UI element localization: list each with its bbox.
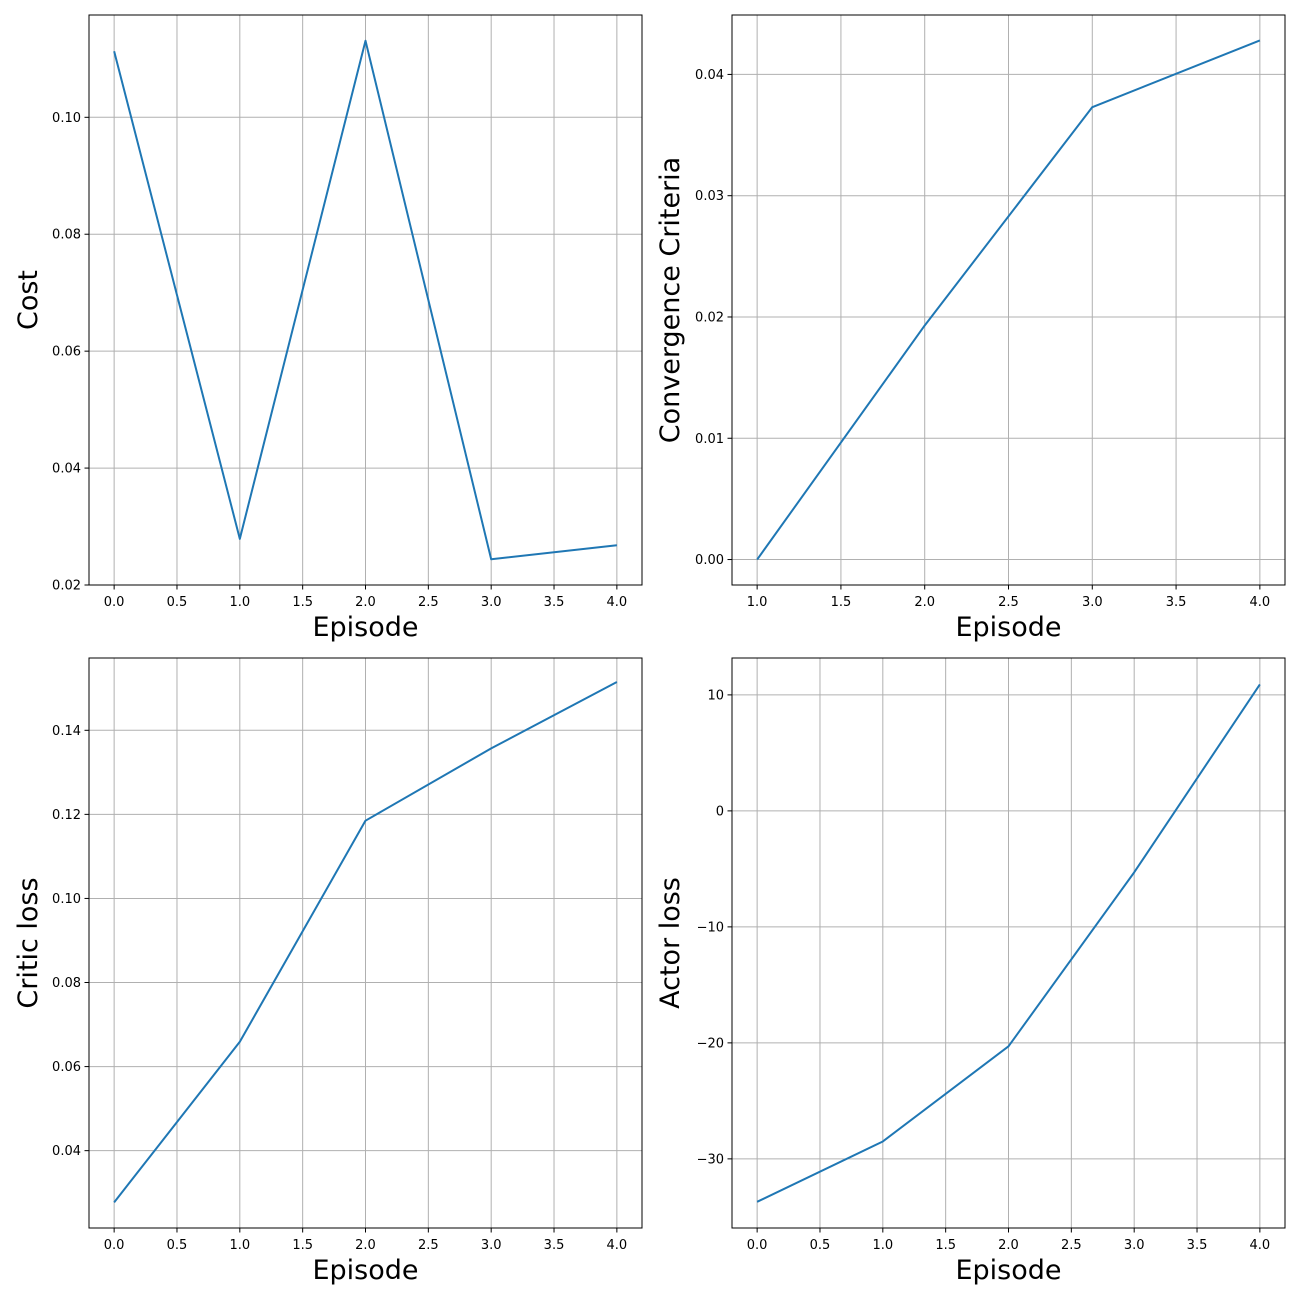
series-line xyxy=(113,39,617,561)
x-tick-label: 4.0 xyxy=(1250,595,1271,610)
y-tick-label: 0.10 xyxy=(52,111,81,126)
x-tick-label: 1.5 xyxy=(935,1238,956,1253)
cost-subplot: 0.0 0.5 1.0 1.5 2.0 2.5 3.0 3.5 4.0 0.02 0.04 0.06 0… xyxy=(13,14,643,643)
y-axis-label: Cost xyxy=(13,270,44,330)
y-tick-label: 0.03 xyxy=(695,189,724,204)
x-tick-label: 1.0 xyxy=(229,595,250,610)
x-tick-label: 0.5 xyxy=(810,1238,831,1253)
y-tick-label: −20 xyxy=(697,1036,724,1051)
y-tick-label: 0.06 xyxy=(52,345,81,360)
y-tick-label: 0.06 xyxy=(52,1060,81,1075)
x-tick-label: 0.0 xyxy=(104,595,125,610)
y-tick-label: 0.14 xyxy=(52,724,81,739)
y-tick-label: 0.01 xyxy=(695,432,724,447)
y-tick-label: 0.08 xyxy=(52,228,81,243)
series-line xyxy=(756,683,1261,1203)
x-tick-label: 2.5 xyxy=(418,595,439,610)
series-line xyxy=(756,39,1261,561)
y-tick-label: 0.00 xyxy=(695,553,724,568)
x-tick-label: 1.5 xyxy=(292,1238,313,1253)
y-axis-label: Convergence Criteria xyxy=(655,157,686,443)
axes-frame xyxy=(731,657,1286,1229)
x-tick-label: 2.0 xyxy=(355,595,376,610)
x-tick-label: 3.5 xyxy=(1166,595,1187,610)
x-tick-label: 3.0 xyxy=(481,595,502,610)
x-tick-label: 2.0 xyxy=(998,1238,1019,1253)
x-tick-label: 2.0 xyxy=(355,1238,376,1253)
x-tick-label: 3.5 xyxy=(1187,1238,1208,1253)
y-axis-label: Actor loss xyxy=(655,877,686,1009)
x-axis-label: Episode xyxy=(312,1255,418,1286)
x-tick-label: 2.0 xyxy=(914,595,935,610)
y-tick-label: 0.08 xyxy=(52,976,81,991)
x-tick-label: 0.5 xyxy=(167,1238,188,1253)
y-tick-label: 0.10 xyxy=(52,892,81,907)
x-tick-label: 4.0 xyxy=(607,1238,628,1253)
y-tick-label: 0.02 xyxy=(52,579,81,594)
x-tick-label: 2.5 xyxy=(998,595,1019,610)
axes-frame xyxy=(88,657,643,1229)
x-tick-label: 1.0 xyxy=(229,1238,250,1253)
x-axis-label: Episode xyxy=(955,612,1061,643)
y-tick-label: 0.02 xyxy=(695,310,724,325)
y-tick-label: 0.04 xyxy=(52,462,81,477)
x-tick-label: 1.0 xyxy=(747,595,768,610)
y-axis-label: Critic loss xyxy=(13,877,44,1008)
x-tick-label: 0.0 xyxy=(747,1238,768,1253)
actor-loss-subplot: 0.0 0.5 1.0 1.5 2.0 2.5 3.0 3.5 4.0 −30 −20 −10 0 10 E… xyxy=(655,657,1286,1286)
x-axis-label: Episode xyxy=(955,1255,1061,1286)
x-tick-label: 0.5 xyxy=(167,595,188,610)
y-tick-label: −10 xyxy=(697,920,724,935)
y-tick-label: −30 xyxy=(697,1152,724,1167)
y-tick-label: 0.12 xyxy=(52,808,81,823)
x-tick-label: 2.5 xyxy=(418,1238,439,1253)
axes-frame xyxy=(88,14,643,586)
x-tick-label: 3.5 xyxy=(544,1238,565,1253)
series-line xyxy=(113,681,618,1203)
x-tick-label: 1.0 xyxy=(872,1238,893,1253)
x-tick-label: 0.0 xyxy=(104,1238,125,1253)
y-tick-label: 10 xyxy=(707,688,724,703)
x-tick-label: 3.5 xyxy=(544,595,565,610)
y-tick-label: 0.04 xyxy=(695,68,724,83)
y-tick-label: 0.04 xyxy=(52,1144,81,1159)
convergence-criteria-subplot: 1.0 1.5 2.0 2.5 3.0 3.5 4.0 0.00 0.01 0.02 0.03 0.0… xyxy=(655,14,1286,643)
x-tick-label: 2.5 xyxy=(1061,1238,1082,1253)
x-tick-label: 3.0 xyxy=(1082,595,1103,610)
y-tick-label: 0 xyxy=(716,804,724,819)
axes-frame xyxy=(731,14,1286,586)
x-tick-label: 4.0 xyxy=(1250,1238,1271,1253)
critic-loss-subplot: 0.0 0.5 1.0 1.5 2.0 2.5 3.0 3.5 4.0 0.04 0.06 0.08 0… xyxy=(13,657,643,1286)
x-tick-label: 1.5 xyxy=(831,595,852,610)
x-tick-label: 4.0 xyxy=(607,595,628,610)
x-tick-label: 3.0 xyxy=(1124,1238,1145,1253)
x-axis-label: Episode xyxy=(312,612,418,643)
x-tick-label: 1.5 xyxy=(292,595,313,610)
x-tick-label: 3.0 xyxy=(481,1238,502,1253)
